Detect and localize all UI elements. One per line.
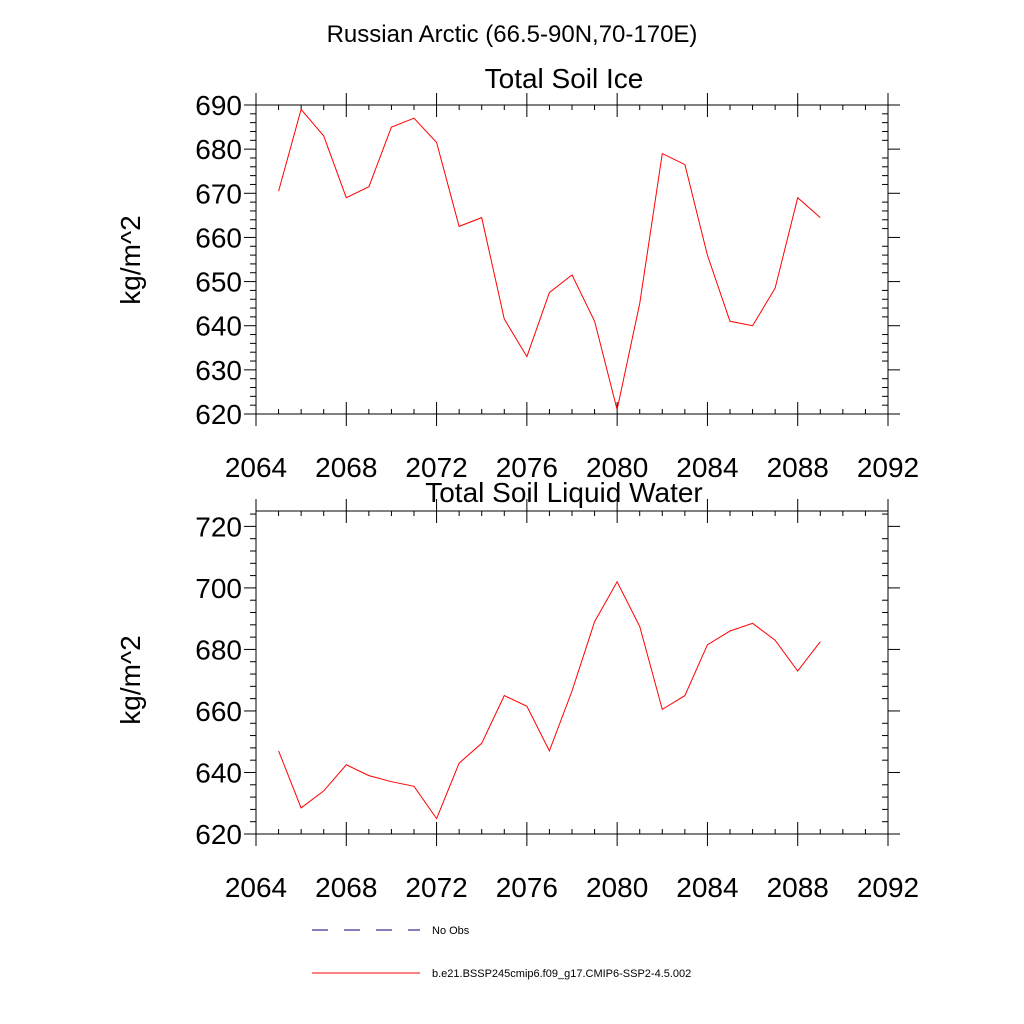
y-axis-label-soil-ice: kg/m^2 xyxy=(115,215,146,304)
legend-label-obs: No Obs xyxy=(432,925,470,937)
x-tick-label: 2092 xyxy=(857,452,919,483)
y-tick-label: 690 xyxy=(195,90,242,121)
legend-label-model: b.e21.BSSP245cmip6.f09_g17.CMIP6-SSP2-4.… xyxy=(432,968,691,980)
y-tick-label: 700 xyxy=(195,573,242,604)
y-tick-label: 670 xyxy=(195,178,242,209)
y-tick-label: 680 xyxy=(195,634,242,665)
panel-soil-ice: Total Soil Ice kg/m^2 2064 2068 2072 2076 20… xyxy=(115,63,919,483)
x-tick-label: 2068 xyxy=(315,872,377,903)
x-tick-label: 2084 xyxy=(676,452,738,483)
series-line-model xyxy=(278,108,821,410)
x-tick-label: 2076 xyxy=(496,872,558,903)
panel-title-soil-ice: Total Soil Ice xyxy=(485,63,644,94)
x-tick-label: 2092 xyxy=(857,872,919,903)
y-tick-label: 660 xyxy=(195,696,242,727)
y-tick-label: 630 xyxy=(195,355,242,386)
y-axis-label-soil-liquid-water: kg/m^2 xyxy=(115,635,146,724)
x-tick-label: 2072 xyxy=(405,872,467,903)
x-tick-label: 2088 xyxy=(767,452,829,483)
y-tick-label: 620 xyxy=(195,399,242,430)
x-tick-label: 2064 xyxy=(225,872,287,903)
x-tick-label: 2088 xyxy=(767,872,829,903)
y-tick-label: 640 xyxy=(195,757,242,788)
panel-soil-liquid-water: Total Soil Liquid Water kg/m^2 2064 2068 2… xyxy=(115,477,919,903)
y-tick-label: 640 xyxy=(195,311,242,342)
y-tick-label: 650 xyxy=(195,267,242,298)
legend-item-model: b.e21.BSSP245cmip6.f09_g17.CMIP6-SSP2-4.… xyxy=(312,968,691,980)
figure-title: Russian Arctic (66.5-90N,70-170E) xyxy=(327,21,698,48)
x-tick-label: 2080 xyxy=(586,872,648,903)
y-tick-label: 660 xyxy=(195,222,242,253)
series-line-model xyxy=(278,580,821,820)
x-tick-label: 2068 xyxy=(315,452,377,483)
plot-frame xyxy=(255,510,889,835)
y-tick-label: 620 xyxy=(195,819,242,850)
panel-title-soil-liquid-water: Total Soil Liquid Water xyxy=(425,477,703,508)
plot-frame xyxy=(255,104,889,415)
x-tick-label: 2072 xyxy=(405,452,467,483)
legend-item-obs: No Obs xyxy=(312,925,470,937)
x-tick-label: 2084 xyxy=(676,872,738,903)
x-tick-label: 2076 xyxy=(496,452,558,483)
x-tick-label: 2064 xyxy=(225,452,287,483)
y-tick-label: 720 xyxy=(195,511,242,542)
y-tick-label: 680 xyxy=(195,134,242,165)
x-tick-label: 2080 xyxy=(586,452,648,483)
legend: No Obs b.e21.BSSP245cmip6.f09_g17.CMIP6-… xyxy=(312,925,691,980)
